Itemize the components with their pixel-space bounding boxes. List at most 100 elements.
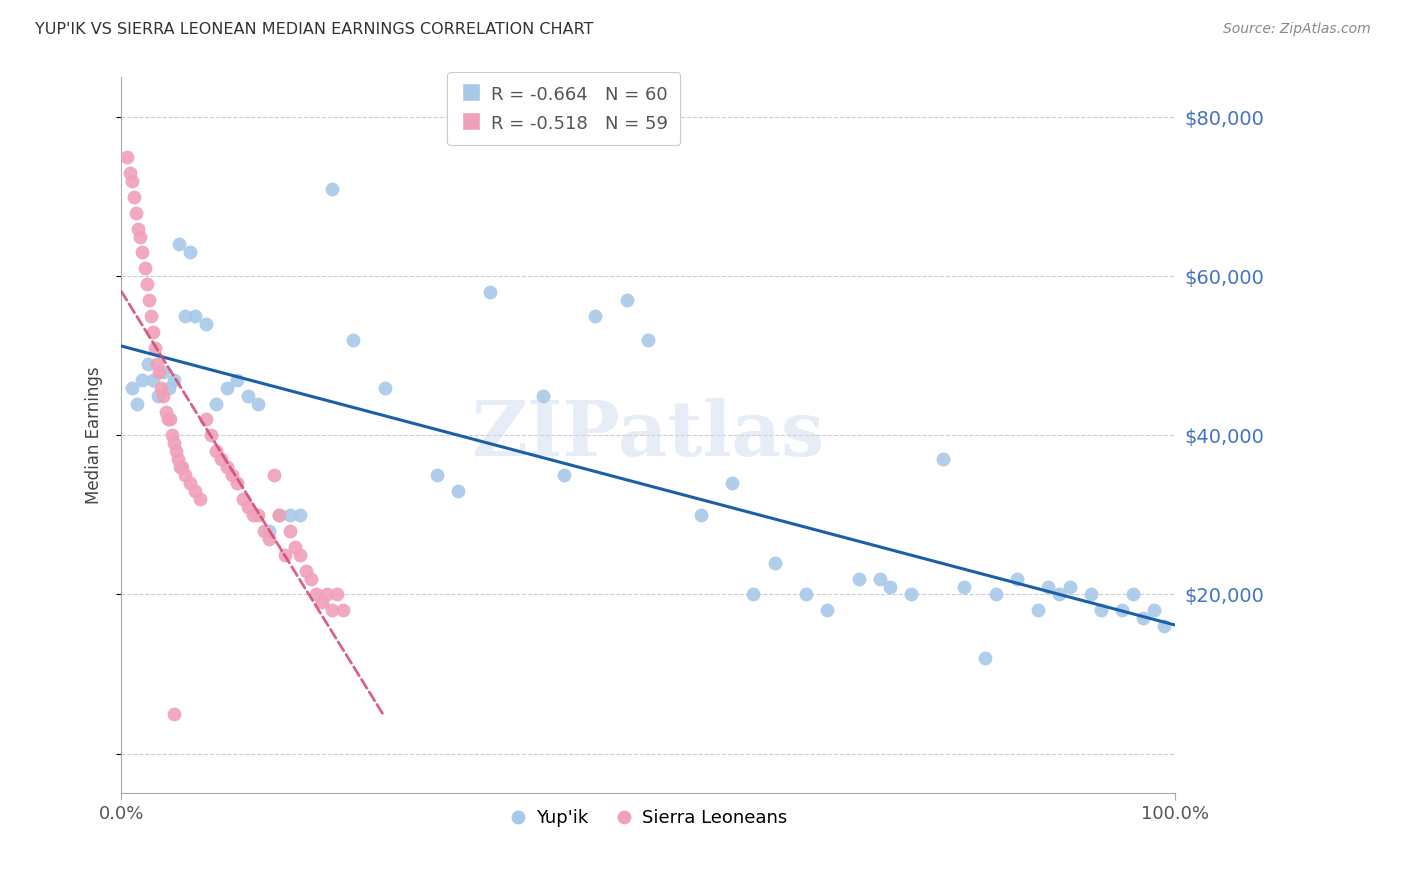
Point [290,508,312,522]
Point [142,325,165,339]
Point [184,309,207,323]
Point [167,452,190,467]
Point [374,381,396,395]
Point [242,508,264,522]
Point [148,389,170,403]
Point [263,468,285,483]
Point [135,277,157,292]
Point [284,540,307,554]
Point [531,389,554,403]
Point [290,548,312,562]
Point [321,182,343,196]
Point [1122,587,1144,601]
Point [763,556,786,570]
Point [1059,580,1081,594]
Point [257,524,280,538]
Text: Source: ZipAtlas.com: Source: ZipAtlas.com [1223,22,1371,37]
Point [152,389,174,403]
Point [173,468,195,483]
Point [152,365,174,379]
Point [179,245,201,260]
Point [169,460,191,475]
Point [173,309,195,323]
Point [269,508,291,522]
Point [689,508,711,522]
Point [157,381,180,395]
Point [321,603,343,617]
Point [294,564,316,578]
Point [1090,603,1112,617]
Point [616,293,638,308]
Point [257,532,280,546]
Point [236,389,259,403]
Legend: Yup'ik, Sierra Leoneans: Yup'ik, Sierra Leoneans [502,802,794,834]
Point [974,651,997,665]
Point [1132,611,1154,625]
Y-axis label: Median Earnings: Median Earnings [86,367,103,504]
Point [221,468,243,483]
Point [1143,603,1166,617]
Point [121,381,143,395]
Point [305,587,328,601]
Point [142,373,165,387]
Point [721,476,744,491]
Point [205,396,228,410]
Point [205,444,228,458]
Point [1005,572,1028,586]
Point [125,205,148,219]
Point [426,468,449,483]
Point [932,452,955,467]
Point [156,412,179,426]
Point [247,508,270,522]
Point [190,491,212,506]
Point [127,396,149,410]
Point [299,572,322,586]
Point [163,373,186,387]
Point [136,357,159,371]
Point [200,428,222,442]
Point [143,341,166,355]
Point [815,603,838,617]
Point [165,444,187,458]
Point [900,587,922,601]
Point [131,245,153,260]
Point [879,580,901,594]
Point [163,436,186,450]
Point [273,548,295,562]
Point [172,460,194,475]
Point [236,500,259,514]
Point [139,309,162,323]
Point [869,572,891,586]
Point [326,587,349,601]
Point [984,587,1007,601]
Point [194,317,217,331]
Point [118,166,141,180]
Point [269,508,291,522]
Point [150,381,173,395]
Point [226,476,249,491]
Point [129,229,152,244]
Point [1111,603,1133,617]
Point [742,587,765,601]
Point [479,285,502,300]
Text: YUP'IK VS SIERRA LEONEAN MEDIAN EARNINGS CORRELATION CHART: YUP'IK VS SIERRA LEONEAN MEDIAN EARNINGS… [35,22,593,37]
Point [215,381,238,395]
Point [1080,587,1102,601]
Point [209,452,232,467]
Point [252,524,274,538]
Point [131,373,153,387]
Point [1047,587,1070,601]
Point [215,460,238,475]
Point [794,587,817,601]
Point [163,706,186,721]
Point [247,396,270,410]
Point [169,237,191,252]
Point [311,595,333,609]
Point [231,491,253,506]
Point [148,365,170,379]
Point [1038,580,1060,594]
Point [115,150,138,164]
Point [848,572,870,586]
Text: ZIPatlas: ZIPatlas [471,399,825,473]
Point [1026,603,1049,617]
